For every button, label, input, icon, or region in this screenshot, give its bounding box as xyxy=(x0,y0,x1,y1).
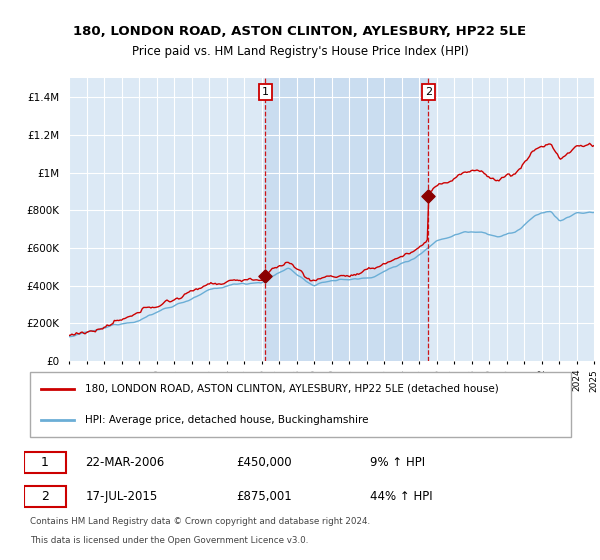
Point xyxy=(260,272,270,281)
Text: 180, LONDON ROAD, ASTON CLINTON, AYLESBURY, HP22 5LE (detached house): 180, LONDON ROAD, ASTON CLINTON, AYLESBU… xyxy=(85,384,499,394)
FancyBboxPatch shape xyxy=(24,486,66,507)
Text: Contains HM Land Registry data © Crown copyright and database right 2024.: Contains HM Land Registry data © Crown c… xyxy=(29,517,370,526)
Text: 1: 1 xyxy=(41,456,49,469)
FancyBboxPatch shape xyxy=(29,372,571,437)
Text: 2: 2 xyxy=(425,87,432,97)
Text: 44% ↑ HPI: 44% ↑ HPI xyxy=(370,490,433,503)
Text: 17-JUL-2015: 17-JUL-2015 xyxy=(85,490,158,503)
Text: This data is licensed under the Open Government Licence v3.0.: This data is licensed under the Open Gov… xyxy=(29,536,308,545)
Bar xyxy=(265,78,428,361)
Text: 22-MAR-2006: 22-MAR-2006 xyxy=(85,456,164,469)
Text: HPI: Average price, detached house, Buckinghamshire: HPI: Average price, detached house, Buck… xyxy=(85,415,369,425)
Text: £875,001: £875,001 xyxy=(236,490,292,503)
Point xyxy=(424,192,433,200)
Text: 180, LONDON ROAD, ASTON CLINTON, AYLESBURY, HP22 5LE: 180, LONDON ROAD, ASTON CLINTON, AYLESBU… xyxy=(73,25,527,38)
Text: 2: 2 xyxy=(41,490,49,503)
Text: 1: 1 xyxy=(262,87,269,97)
Text: 9% ↑ HPI: 9% ↑ HPI xyxy=(370,456,425,469)
Text: Price paid vs. HM Land Registry's House Price Index (HPI): Price paid vs. HM Land Registry's House … xyxy=(131,45,469,58)
FancyBboxPatch shape xyxy=(24,452,66,473)
Text: £450,000: £450,000 xyxy=(236,456,292,469)
